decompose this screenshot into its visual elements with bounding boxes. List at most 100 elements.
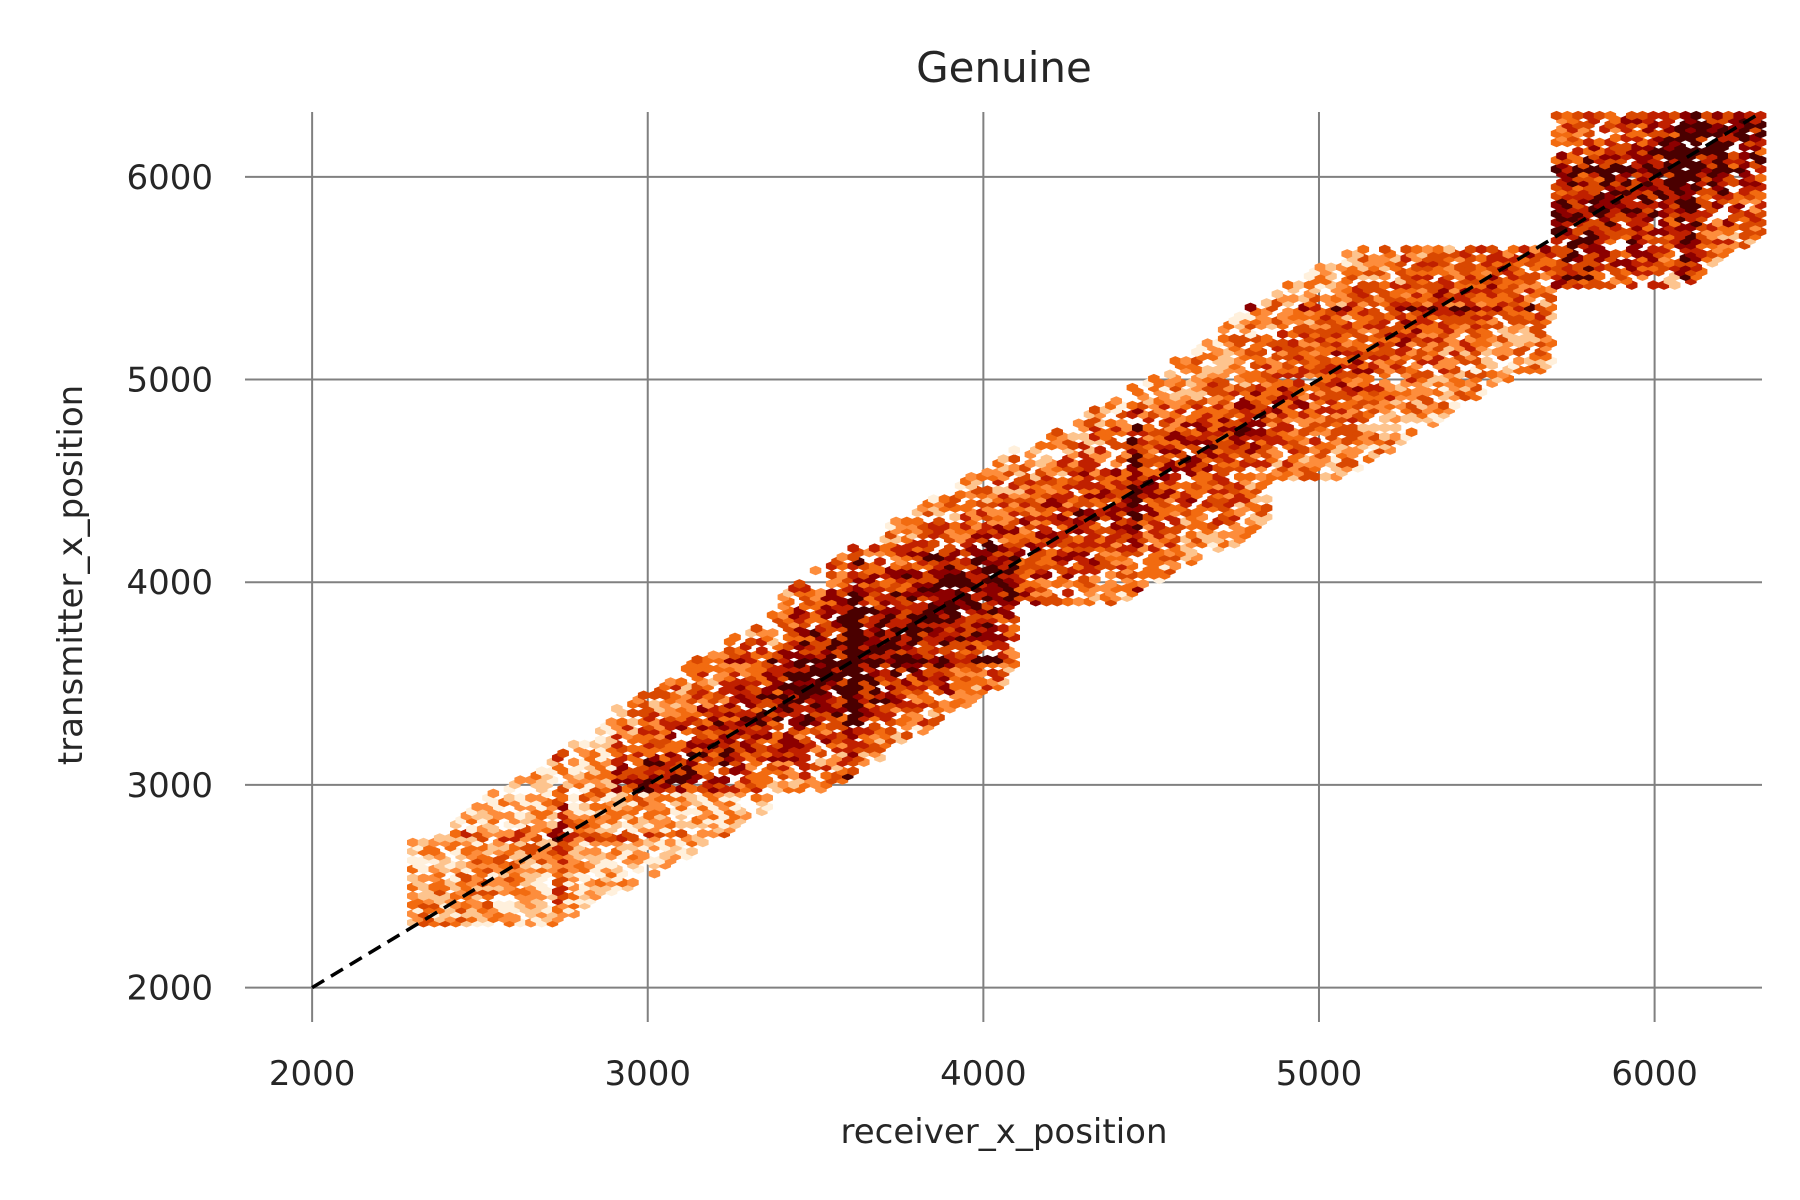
x-tick-label: 3000 — [604, 1054, 691, 1094]
hex-bin — [627, 744, 639, 754]
hex-bin — [992, 485, 1004, 495]
hex-bin — [707, 650, 720, 660]
hex-bin — [1148, 373, 1160, 384]
hex-bin — [1142, 423, 1155, 433]
hex-bin — [1260, 333, 1273, 344]
hex-bin — [407, 873, 419, 883]
hex-bin — [407, 855, 419, 866]
hex-bin — [815, 757, 827, 767]
hex-bin — [1475, 253, 1488, 264]
hex-bin — [1620, 142, 1633, 152]
hex-bin — [1647, 280, 1659, 290]
hex-bin — [1137, 579, 1149, 589]
hex-bin — [1008, 454, 1020, 464]
x-tick-label: 4000 — [940, 1054, 1027, 1094]
hex-bin — [514, 810, 526, 821]
hex-bin — [1287, 293, 1300, 304]
hex-bin — [589, 802, 602, 812]
hex-bin — [525, 793, 537, 803]
hex-bin — [933, 516, 945, 527]
hex-bin — [1072, 596, 1085, 607]
hex-bin — [675, 828, 688, 839]
hex-bin — [847, 570, 859, 580]
hex-bin — [766, 610, 779, 620]
hex-bin — [1228, 333, 1241, 344]
hex-bin — [820, 770, 833, 781]
hex-bin — [1282, 307, 1294, 317]
hex-bin — [1475, 244, 1488, 255]
hex-bin — [1341, 249, 1353, 259]
hex-bin — [1293, 378, 1305, 388]
hex-bin — [1464, 244, 1477, 255]
hex-bin — [1234, 311, 1246, 322]
hex-bin — [825, 570, 838, 580]
hex-bin — [879, 668, 892, 678]
hex-bin — [514, 793, 526, 803]
hex-bin — [1422, 244, 1434, 255]
hex-bin — [1056, 476, 1069, 487]
hex-bin — [1432, 244, 1445, 255]
hex-bin — [1314, 262, 1327, 273]
hex-bin — [901, 516, 913, 527]
y-tick-label: 4000 — [126, 563, 213, 603]
hex-bin — [1486, 369, 1498, 380]
hex-bin — [1754, 173, 1767, 183]
hex-bin — [1647, 110, 1659, 121]
hex-bin — [1024, 458, 1037, 469]
hex-bin — [1277, 338, 1289, 348]
hex-bin — [1701, 110, 1713, 121]
hex-bin — [1234, 472, 1246, 482]
hex-bin — [1448, 400, 1461, 411]
hex-bin — [535, 766, 548, 776]
hex-bin — [1072, 418, 1085, 429]
hex-bin — [1583, 137, 1595, 148]
hex-bin — [1035, 440, 1047, 451]
hex-bin — [825, 588, 838, 598]
hex-bin — [1556, 151, 1568, 161]
hex-bin — [503, 810, 516, 821]
y-tick-label: 6000 — [126, 158, 213, 198]
hex-bin — [852, 726, 865, 736]
hex-bin — [965, 472, 977, 482]
hex-bin — [1110, 396, 1122, 406]
hex-bin — [627, 717, 639, 727]
hex-bin — [1250, 369, 1262, 380]
hex-bin — [675, 819, 688, 830]
hex-bin — [1529, 271, 1541, 281]
hex-bin — [756, 645, 768, 656]
hex-bin — [1126, 382, 1139, 393]
hex-bin — [616, 717, 628, 727]
hex-bin — [1105, 579, 1117, 589]
hex-bin — [450, 828, 462, 839]
hex-bin — [981, 485, 994, 495]
hex-bin — [648, 699, 661, 709]
hex-bin — [944, 543, 956, 553]
hex-bin — [466, 824, 478, 834]
hex-bin — [868, 543, 881, 553]
hex-bin — [1072, 534, 1085, 545]
hex-bin — [1287, 338, 1300, 348]
hex-bin — [1357, 423, 1370, 433]
hex-bin — [750, 793, 763, 803]
hex-bin — [1572, 146, 1584, 157]
hex-bin — [1115, 418, 1128, 429]
hex-bin — [417, 837, 430, 848]
hex-bin — [960, 556, 972, 567]
hex-bin — [718, 775, 730, 785]
hex-bin — [1400, 244, 1412, 255]
hex-bin — [1368, 307, 1380, 317]
hex-bin — [1609, 133, 1622, 143]
hex-bin — [407, 891, 419, 901]
hex-bin — [1379, 378, 1391, 388]
y-tick-label: 5000 — [126, 361, 213, 401]
hex-bin — [1089, 574, 1101, 585]
hex-bin — [815, 588, 827, 598]
hex-bin — [799, 770, 811, 781]
hex-bin — [745, 637, 757, 647]
hex-bin — [949, 512, 961, 522]
hex-bin — [568, 793, 580, 803]
x-tick-label: 6000 — [1611, 1054, 1698, 1094]
hex-bin — [675, 677, 688, 687]
hex-bin — [766, 628, 779, 638]
hex-bin — [1105, 418, 1117, 429]
